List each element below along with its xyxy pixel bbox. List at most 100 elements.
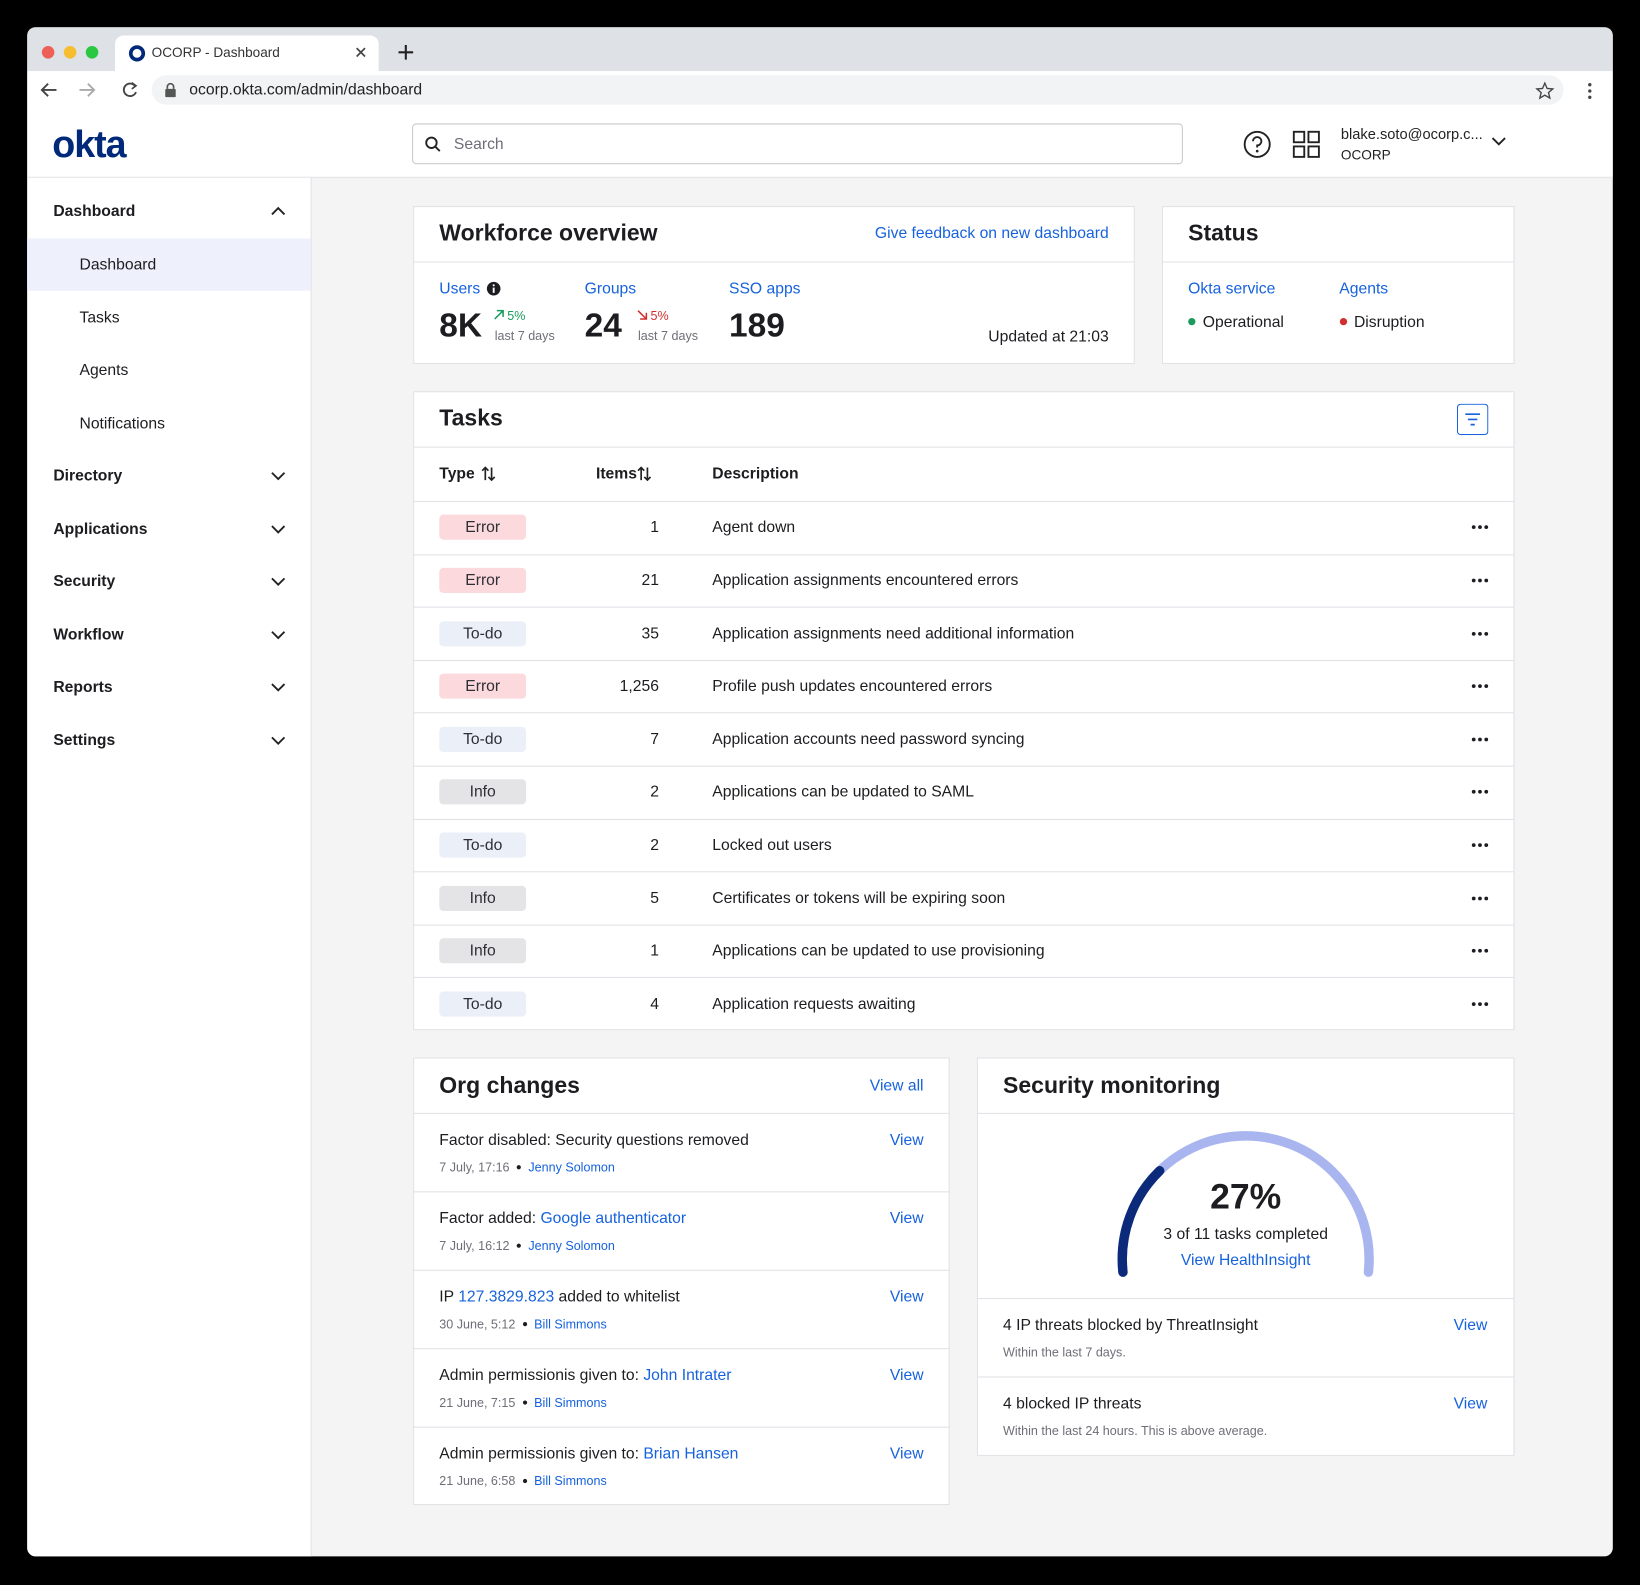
nav-group[interactable]: Security	[53, 572, 116, 591]
type-badge	[439, 991, 527, 1017]
divider	[413, 606, 1515, 608]
change-prefix: Admin permissionis given to:	[439, 1444, 639, 1463]
nav-item[interactable]: Agents	[79, 361, 129, 380]
view-link[interactable]: View	[889, 1444, 924, 1463]
row-menu[interactable]	[1471, 842, 1490, 848]
icon-part	[1471, 737, 1476, 742]
nav-group[interactable]: Directory	[53, 467, 123, 485]
task-description: Profile push updates encountered errors	[712, 677, 993, 696]
sort-icon[interactable]	[481, 466, 496, 482]
card-title: Workforce overview	[439, 219, 658, 246]
change-suffix: added to whitelist	[558, 1288, 680, 1306]
logo[interactable]: okta	[52, 122, 126, 166]
stat-value: 189	[729, 305, 785, 344]
sort-icon[interactable]	[637, 466, 652, 482]
stat-change: 5%	[650, 308, 669, 324]
icon-part	[271, 683, 286, 693]
chevron[interactable]	[271, 524, 286, 534]
column-header[interactable]: Items	[595, 464, 637, 483]
tab-close[interactable]	[355, 46, 368, 59]
row-menu[interactable]	[1471, 895, 1490, 901]
stat-label[interactable]: Groups	[584, 279, 637, 298]
icon-part	[1478, 843, 1482, 847]
row-menu[interactable]	[1471, 524, 1490, 530]
divider	[413, 1348, 950, 1350]
change-text: Admin permissionis given to: Brian Hanse…	[439, 1445, 738, 1463]
view-link[interactable]: View	[889, 1131, 924, 1149]
view-link[interactable]: View	[1453, 1316, 1488, 1335]
nav-group[interactable]: Settings	[53, 731, 116, 750]
chevron[interactable]	[271, 735, 286, 745]
address-bar[interactable]	[151, 75, 1564, 105]
nav-item[interactable]: Tasks	[79, 308, 120, 327]
chevron[interactable]	[271, 629, 286, 640]
change-link[interactable]: Google authenticator	[540, 1209, 687, 1228]
icon-part	[1478, 578, 1482, 583]
icon-part	[481, 466, 496, 482]
gauge-link[interactable]: View HealthInsight	[1180, 1251, 1311, 1270]
row-menu[interactable]	[1471, 577, 1490, 583]
nav-group[interactable]: Applications	[53, 519, 148, 538]
change-link[interactable]: 127.3829.823	[458, 1288, 555, 1306]
apps-icon[interactable]	[1292, 130, 1321, 159]
window-controls[interactable]	[27, 27, 153, 71]
filter-button[interactable]	[1456, 403, 1489, 436]
user-menu-chevron[interactable]	[1491, 136, 1506, 146]
row-menu[interactable]	[1471, 683, 1490, 689]
view-link[interactable]: View	[889, 1366, 924, 1385]
change-author[interactable]: Bill Simmons	[534, 1316, 607, 1332]
chevron[interactable]	[271, 576, 286, 587]
bookmark-star[interactable]	[1535, 81, 1555, 101]
chevron[interactable]	[271, 206, 286, 216]
change-author[interactable]: Jenny Solomon	[528, 1238, 615, 1254]
status-label[interactable]: Okta service	[1188, 279, 1276, 298]
type-label: Info	[469, 783, 496, 801]
chevron[interactable]	[271, 682, 286, 693]
divider	[413, 1191, 950, 1193]
nav-group[interactable]: Reports	[53, 678, 113, 697]
gauge-caption: 3 of 11 tasks completed	[1163, 1225, 1328, 1244]
chevron[interactable]	[271, 471, 286, 481]
row-menu[interactable]	[1471, 1001, 1490, 1007]
nav-buttons[interactable]	[40, 79, 155, 100]
nav-section[interactable]: Dashboard	[53, 202, 136, 221]
icon-part	[492, 284, 495, 287]
task-description: Application assignments need additional …	[712, 624, 1075, 643]
row-menu[interactable]	[1471, 736, 1490, 742]
change-link[interactable]: John Intrater	[643, 1366, 732, 1385]
column-header[interactable]: Type	[439, 464, 475, 483]
change-text: Admin permissionis given to: John Intrat…	[439, 1366, 731, 1384]
change-author[interactable]: Jenny Solomon	[528, 1159, 615, 1175]
new-tab[interactable]	[397, 44, 414, 61]
row-menu[interactable]	[1471, 948, 1490, 954]
row-menu[interactable]	[1471, 630, 1490, 636]
search-box[interactable]	[412, 123, 1183, 165]
view-link[interactable]: View	[889, 1288, 924, 1306]
status-label[interactable]: Agents	[1339, 279, 1389, 298]
change-author[interactable]: Bill Simmons	[534, 1395, 607, 1410]
help-icon[interactable]	[1243, 130, 1272, 159]
icon-part	[1471, 525, 1476, 530]
tab[interactable]	[115, 35, 379, 72]
change-meta: 21 June, 6:58 Bill Simmons	[439, 1474, 606, 1489]
view-all-link[interactable]: View all	[869, 1076, 924, 1095]
user-email[interactable]: blake.soto@ocorp.c...	[1340, 125, 1483, 143]
stat-label[interactable]: SSO apps	[729, 279, 801, 298]
nav-item[interactable]: Dashboard	[79, 255, 157, 274]
stat-label[interactable]: Users	[439, 279, 481, 298]
change-link[interactable]: Brian Hansen	[643, 1444, 739, 1463]
url: ocorp.okta.com/admin/dashboard	[189, 81, 423, 99]
nav-item[interactable]: Notifications	[79, 414, 165, 433]
type-badge	[439, 832, 527, 858]
change-author[interactable]: Bill Simmons	[534, 1473, 607, 1489]
nav-group[interactable]: Workflow	[53, 625, 124, 644]
view-link[interactable]: View	[1453, 1394, 1488, 1413]
info-icon[interactable]	[486, 281, 501, 296]
browser-menu[interactable]	[1585, 82, 1595, 101]
row-menu[interactable]	[1471, 789, 1490, 795]
task-description: Applications can be updated to SAML	[712, 783, 974, 801]
view-link[interactable]: View	[889, 1209, 924, 1228]
status-dot	[1339, 317, 1347, 326]
feedback-link[interactable]: Give feedback on new dashboard	[874, 224, 1109, 243]
type-badge	[439, 514, 527, 541]
